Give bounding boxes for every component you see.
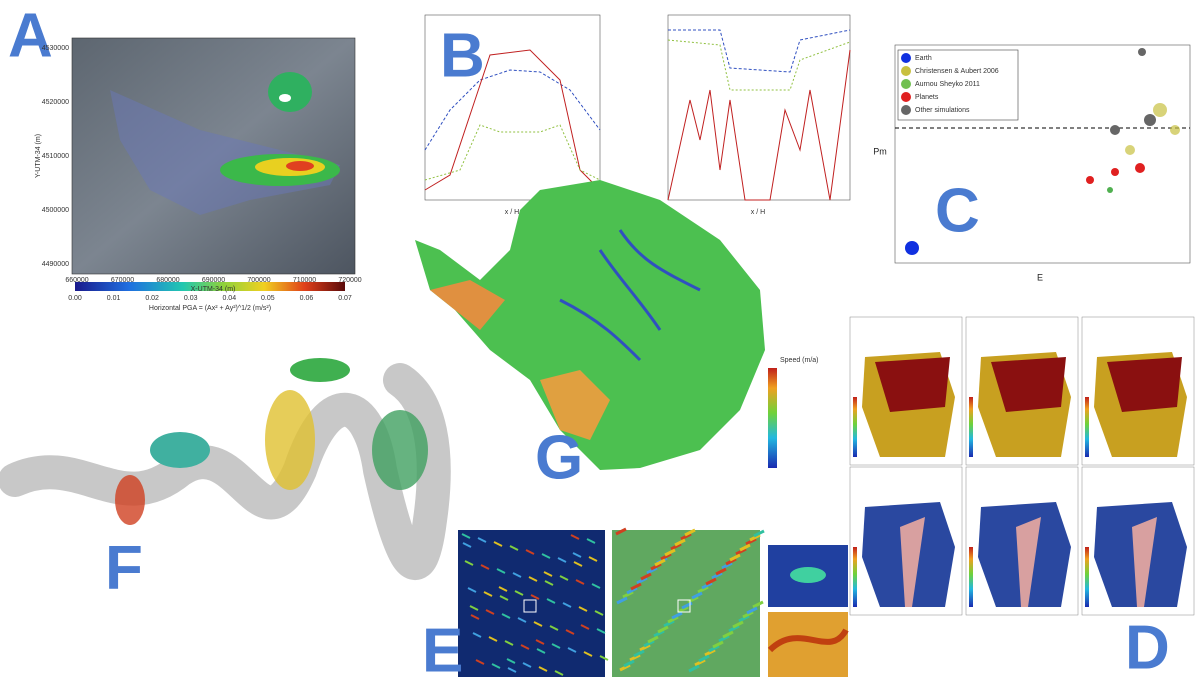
panel-b: B x / H x / H bbox=[425, 15, 850, 216]
colorbar bbox=[768, 368, 777, 468]
point bbox=[1144, 114, 1156, 126]
vortex bbox=[372, 410, 428, 490]
panel-c: Earth Christensen & Aubert 2006 Aurnou She… bbox=[873, 45, 1190, 282]
colorbar bbox=[969, 397, 973, 457]
y-tick-label: 4500000 bbox=[42, 207, 69, 214]
colorbar-tick-label: 0.05 bbox=[261, 295, 275, 302]
legend-marker bbox=[901, 92, 911, 102]
pga-blob bbox=[279, 94, 291, 102]
panel-label: G bbox=[535, 423, 583, 492]
legend-label: Other simulations bbox=[915, 107, 970, 114]
point bbox=[1086, 176, 1094, 184]
legend-marker bbox=[901, 105, 911, 115]
point bbox=[1125, 145, 1135, 155]
colorbar-tick-label: 0.00 bbox=[68, 295, 82, 302]
legend-label: Planets bbox=[915, 94, 939, 101]
point bbox=[1138, 48, 1146, 56]
panel-label: B bbox=[440, 21, 485, 90]
y-tick-label: 4510000 bbox=[42, 153, 69, 160]
panel-label: F bbox=[105, 533, 143, 602]
zoom-feature bbox=[790, 567, 826, 583]
panel-f: F bbox=[15, 358, 434, 602]
colorbar bbox=[1085, 397, 1089, 457]
panel-d: D bbox=[850, 317, 1194, 677]
legend-marker bbox=[901, 53, 911, 63]
panel-label: D bbox=[1125, 613, 1170, 677]
x-tick-label: 720000 bbox=[338, 277, 361, 284]
legend-label: Christensen & Aubert 2006 bbox=[915, 68, 999, 75]
colorbar-tick-label: 0.07 bbox=[338, 295, 352, 302]
point bbox=[1153, 103, 1167, 117]
colorbar-tick-label: 0.06 bbox=[300, 295, 314, 302]
x-tick-label: 710000 bbox=[293, 277, 316, 284]
panel-label: C bbox=[935, 176, 980, 245]
point bbox=[1110, 125, 1120, 135]
vortex bbox=[115, 475, 145, 525]
colorbar bbox=[853, 397, 857, 457]
point bbox=[1170, 125, 1180, 135]
colorbar-label: Horizontal PGA = (Ax² + Ay²)^1/2 (m/s²) bbox=[149, 305, 271, 312]
pga-blob bbox=[268, 72, 312, 112]
pga-blob bbox=[286, 161, 314, 171]
x-axis-label: X-UTM-34 (m) bbox=[191, 286, 236, 293]
x-tick-label: 700000 bbox=[247, 277, 270, 284]
colorbar bbox=[853, 547, 857, 607]
panel-label: E bbox=[422, 616, 463, 677]
colorbar bbox=[969, 547, 973, 607]
point bbox=[905, 241, 919, 255]
colorbar bbox=[1085, 547, 1089, 607]
panel-e: E bbox=[422, 529, 848, 677]
point bbox=[1111, 168, 1119, 176]
y-tick-label: 4520000 bbox=[42, 99, 69, 106]
vortex-tube bbox=[15, 380, 434, 563]
colorbar-tick-label: 0.02 bbox=[145, 295, 159, 302]
y-axis-label: Pm bbox=[873, 146, 887, 156]
x-axis-label: x / H bbox=[505, 209, 519, 216]
panel-g: Speed (m/a) G bbox=[415, 180, 819, 492]
collage: A Y-UTM-34 (m) X-UTM-34 (m) Horizontal P… bbox=[0, 0, 1198, 677]
legend-label: Aurnou Sheyko 2011 bbox=[915, 81, 980, 88]
legend-label: Earth bbox=[915, 55, 932, 62]
x-tick-label: 680000 bbox=[156, 277, 179, 284]
x-tick-label: 670000 bbox=[111, 277, 134, 284]
vortex bbox=[265, 390, 315, 490]
y-tick-label: 4490000 bbox=[42, 261, 69, 268]
vortex bbox=[150, 432, 210, 468]
colorbar-tick-label: 0.01 bbox=[107, 295, 121, 302]
x-tick-label: 690000 bbox=[202, 277, 225, 284]
legend-marker bbox=[901, 66, 911, 76]
point bbox=[1135, 163, 1145, 173]
colorbar-tick-label: 0.03 bbox=[184, 295, 198, 302]
vortex bbox=[290, 358, 350, 382]
point bbox=[1107, 187, 1113, 193]
legend-marker bbox=[901, 79, 911, 89]
x-axis-label: x / H bbox=[751, 209, 765, 216]
x-axis-label: E bbox=[1037, 272, 1043, 282]
colorbar-label: Speed (m/a) bbox=[780, 357, 819, 364]
x-tick-label: 660000 bbox=[65, 277, 88, 284]
y-tick-label: 4530000 bbox=[42, 45, 69, 52]
panel-label: A bbox=[8, 1, 53, 70]
plot-frame bbox=[668, 15, 850, 200]
colorbar-tick-label: 0.04 bbox=[222, 295, 236, 302]
